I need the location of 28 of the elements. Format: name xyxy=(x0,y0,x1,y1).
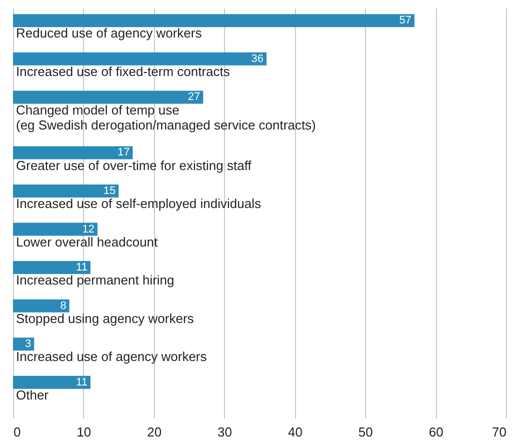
data-label: 3 xyxy=(25,338,32,350)
y-tick-label: Other xyxy=(16,387,50,402)
data-label: 8 xyxy=(60,300,66,312)
x-tick-label: 70 xyxy=(492,424,506,440)
data-label: 15 xyxy=(103,184,116,197)
data-label: 12 xyxy=(82,223,95,236)
x-tick-label: 10 xyxy=(76,424,92,440)
x-tick-label: 0 xyxy=(14,424,21,440)
data-label: 11 xyxy=(76,262,88,274)
y-tick-label: Reduced use of agency workers xyxy=(16,26,202,41)
data-label: 36 xyxy=(251,52,264,65)
y-tick-label: Stopped using agency workers xyxy=(16,310,194,326)
y-tick-label: Increased permanent hiring xyxy=(16,272,174,288)
y-tick-label: Lower overall headcount xyxy=(16,234,158,250)
data-label: 11 xyxy=(76,376,88,388)
y-tick-label: Increased use of fixed-term contracts xyxy=(16,64,230,80)
y-tick-label: Greater use of over-time for existing staff xyxy=(16,158,252,173)
y-tick-label: Increased use of agency workers xyxy=(16,349,208,364)
x-tick-label: 30 xyxy=(218,424,232,440)
data-label: 17 xyxy=(117,146,130,159)
x-tick-label: 20 xyxy=(147,424,162,440)
x-tick-label: 40 xyxy=(288,424,302,440)
y-tick-label: Increased use of self-employed individuals xyxy=(16,196,262,212)
data-label: 27 xyxy=(188,91,200,104)
x-tick-label: 50 xyxy=(358,424,373,440)
y-tick-label: Changed model of temp use (eg Swedish derogation/managed service contracts) xyxy=(16,102,316,132)
data-label: 57 xyxy=(399,14,412,27)
x-tick-label: 60 xyxy=(428,424,444,440)
